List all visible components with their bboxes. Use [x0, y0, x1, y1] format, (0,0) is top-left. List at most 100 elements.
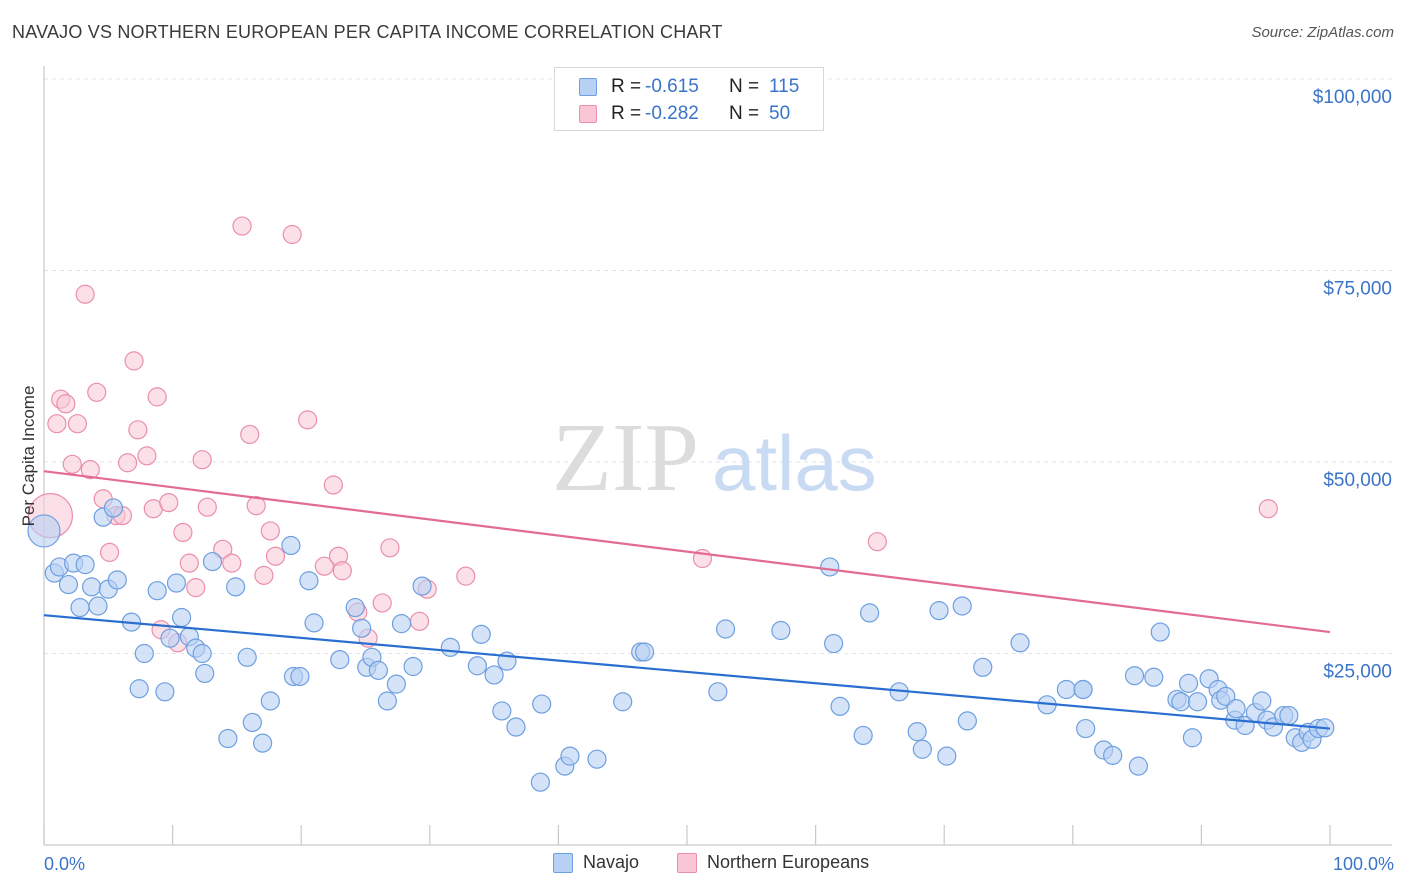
northern-europeans-point: [179, 553, 199, 573]
navajo-point: [58, 574, 79, 595]
navajo-point: [506, 717, 526, 737]
navajo-point: [532, 694, 552, 714]
navajo-point: [107, 570, 127, 590]
navajo-point: [1010, 633, 1030, 653]
navajo-point: [530, 772, 550, 792]
navajo-point: [147, 581, 167, 601]
northern-europeans-trend-line: [43, 470, 1331, 634]
navajo-point: [952, 596, 972, 616]
northern-europeans-point: [232, 216, 252, 236]
navajo-point: [352, 618, 372, 638]
navajo-point: [1144, 667, 1164, 687]
navajo-point: [1171, 692, 1191, 712]
navajo-point: [368, 660, 388, 680]
navajo-point: [860, 603, 880, 623]
navajo-point: [824, 633, 844, 654]
northern-legend-swatch: [677, 852, 697, 873]
navajo-point: [1056, 679, 1076, 700]
navajo-point: [1124, 666, 1145, 686]
axes: [43, 66, 1392, 846]
navajo-point: [281, 535, 301, 556]
northern-europeans-point: [137, 446, 157, 466]
northern-europeans-point: [87, 382, 107, 402]
northern-europeans-point: [260, 521, 280, 541]
legend-row-navajo: R = -0.615 N = 115: [579, 74, 809, 100]
navajo-point: [260, 691, 280, 711]
northern-europeans-point: [456, 566, 476, 586]
navajo-point: [129, 679, 149, 699]
navajo-point: [1073, 679, 1093, 700]
navajo-point: [715, 619, 736, 639]
northern-europeans-point: [222, 553, 242, 573]
northern-europeans-point: [192, 450, 212, 470]
northern-europeans-point: [80, 460, 100, 480]
watermark: ZIP atlas: [552, 404, 877, 512]
navajo-points: [27, 498, 1335, 792]
navajo-point: [492, 701, 512, 721]
navajo-legend-swatch: [553, 852, 573, 873]
navajo-point: [771, 620, 791, 641]
navajo-point: [912, 739, 932, 759]
n-value: 115: [769, 76, 800, 97]
navajo-point: [160, 628, 180, 648]
navajo-point: [1076, 718, 1096, 739]
northern-europeans-point: [56, 394, 76, 414]
navajo-point: [345, 597, 365, 618]
watermark-zip: ZIP: [552, 404, 699, 512]
navajo-point: [973, 657, 993, 677]
chart-title: NAVAJO VS NORTHERN EUROPEAN PER CAPITA I…: [12, 22, 723, 42]
navajo-point: [1182, 728, 1202, 748]
northern-europeans-point: [254, 565, 274, 585]
navajo-point: [242, 712, 262, 733]
navajo-point: [75, 555, 95, 575]
northern-europeans-point: [67, 414, 88, 434]
northern-europeans-point: [124, 351, 144, 371]
navajo-point: [70, 597, 90, 618]
northern-europeans-point: [99, 542, 120, 562]
navajo-point: [467, 656, 487, 676]
trend-lines: [43, 470, 1331, 730]
navajo-point: [587, 749, 607, 769]
navajo-point: [613, 692, 633, 712]
northern-europeans-point: [332, 561, 352, 581]
northern-swatch: [579, 105, 597, 123]
r-label: R =: [611, 103, 642, 124]
navajo-point: [708, 682, 728, 702]
navajo-point: [81, 577, 102, 597]
northern-europeans-point: [1258, 499, 1278, 519]
r-value: -0.615: [645, 76, 699, 97]
x-tick-label-right: 100.0%: [1333, 854, 1394, 874]
navajo-point: [88, 596, 108, 616]
navajo-point: [304, 613, 324, 633]
r-value: -0.282: [645, 103, 699, 124]
navajo-point: [299, 571, 319, 591]
navajo-point: [830, 696, 850, 716]
r-label: R =: [611, 76, 642, 97]
navajo-point: [172, 607, 192, 628]
northern-europeans-point: [282, 224, 302, 245]
northern-europeans-point: [47, 414, 67, 434]
navajo-point: [237, 647, 257, 667]
northern-europeans-point: [128, 420, 148, 440]
navajo-point: [403, 656, 423, 677]
northern-europeans-point: [265, 546, 286, 566]
navajo-point: [929, 601, 949, 621]
y-tick-label: $75,000: [1323, 279, 1392, 300]
navajo-point: [253, 733, 273, 753]
northern-europeans-point: [117, 453, 138, 473]
source-label: Source: ZipAtlas.com: [1251, 24, 1394, 41]
navajo-point: [391, 614, 412, 634]
correlation-legend: R = -0.615 N = 115 R = -0.282 N = 50: [554, 67, 824, 131]
navajo-point: [218, 728, 238, 749]
northern-europeans-point: [147, 387, 167, 407]
navajo-point: [202, 551, 223, 572]
northern-europeans-point: [323, 475, 343, 495]
y-tick-label: $25,000: [1323, 662, 1392, 683]
bottom-legend: Navajo Northern Europeans: [0, 852, 1406, 878]
navajo-point: [1128, 756, 1148, 776]
bottom-legend-northern: Northern Europeans: [677, 852, 869, 873]
navajo-point: [1103, 745, 1123, 765]
y-axis-label: Per Capita Income: [19, 386, 38, 527]
navajo-point: [1279, 705, 1299, 726]
